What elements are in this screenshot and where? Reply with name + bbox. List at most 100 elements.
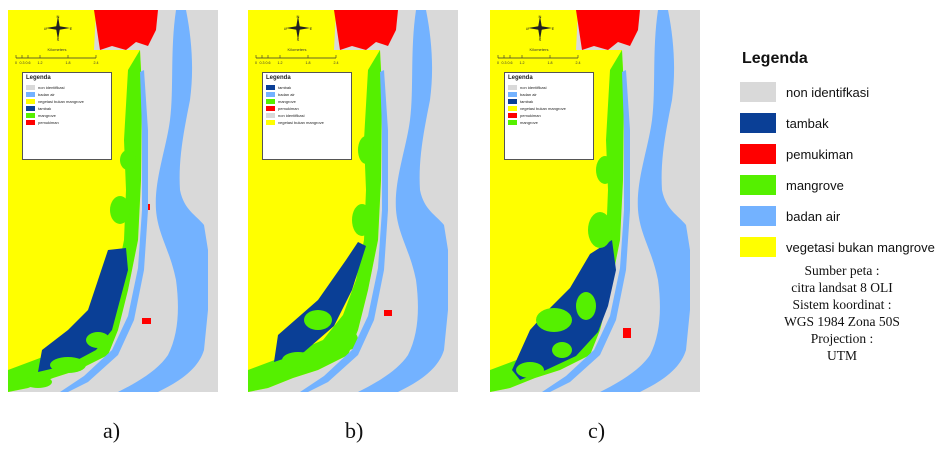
inset-legend: Legenda tambak badan air mangrove pemukiman n…	[262, 72, 352, 160]
mangrove-patch	[596, 156, 614, 184]
mangrove-coastal-strip	[248, 50, 382, 392]
mangrove-patch	[120, 150, 136, 170]
scale-bar-graphic: Kilometers 0 0.3 0.6 1.2 1.8 2.4	[15, 47, 99, 65]
settlement-area	[334, 10, 398, 50]
compass-letter: N	[57, 14, 60, 19]
caption-a: a)	[103, 418, 121, 443]
inset-legend-swatch	[508, 113, 517, 118]
inset-legend-item: pemukiman	[508, 112, 593, 119]
scale-bar: Kilometers 0 0.3 0.6 1.2 1.8 2.4	[252, 46, 342, 68]
settlement-area	[94, 10, 158, 50]
inset-legend-item: tambak	[508, 98, 593, 105]
legend-label: tambak	[786, 115, 829, 131]
scale-tick-label: 0	[497, 61, 499, 65]
legend-label: vegetasi bukan mangrove	[786, 239, 935, 255]
inset-legend-item: non identifikasi	[266, 112, 351, 119]
legend-swatch	[740, 237, 776, 257]
water-body	[600, 10, 690, 392]
compass-needle	[46, 26, 70, 30]
source-line: UTM	[827, 348, 857, 363]
source-line: citra landsat 8 OLI	[791, 280, 893, 295]
inset-legend-item: badan air	[26, 91, 111, 98]
source-line: Sumber peta :	[804, 263, 880, 278]
legend-title: Legenda	[742, 50, 808, 67]
compass-letter: N	[297, 14, 300, 19]
mangrove-patch	[536, 308, 572, 332]
inset-legend-item: vegetasi bukan mangrove	[508, 105, 593, 112]
inset-legend-swatch	[26, 99, 35, 104]
mangrove-patch	[304, 310, 332, 330]
fishpond-area	[512, 240, 616, 380]
mangrove-patch	[110, 196, 130, 224]
mangrove-patch	[352, 204, 372, 236]
inset-legend-label: non identifikasi	[278, 113, 305, 118]
inset-legend-item: badan air	[266, 91, 351, 98]
compass-letter: N	[539, 14, 542, 19]
caption-c: c)	[588, 418, 606, 443]
inset-legend-item: mangrove	[508, 119, 593, 126]
legend-label: non identifkasi	[786, 84, 870, 100]
inset-legend-swatch	[26, 85, 35, 90]
mangrove-patch	[576, 292, 596, 320]
main-legend: Legenda non identifkasi tambak pemukiman…	[740, 50, 950, 264]
inset-legend-label: badan air	[520, 92, 537, 97]
compass-letter: S	[539, 37, 542, 42]
inset-legend-item: tambak	[266, 84, 351, 91]
mangrove-patch	[358, 136, 374, 164]
inset-legend-label: mangrove	[38, 113, 56, 118]
inset-legend-label: non identifikasi	[38, 85, 65, 90]
mangrove-patch	[86, 332, 110, 348]
compass-letter: S	[57, 37, 60, 42]
legend-item: tambak	[740, 109, 950, 137]
inset-legend-swatch	[508, 99, 517, 104]
legend-item: badan air	[740, 202, 950, 230]
inset-legend-swatch	[266, 113, 275, 118]
inset-legend-label: tambak	[38, 106, 52, 111]
inset-legend-swatch	[26, 113, 35, 118]
inset-legend-item: vegetasi bukan mangrove	[26, 98, 111, 105]
scale-unit-label: Kilometers	[288, 47, 307, 52]
mangrove-patch	[282, 352, 314, 368]
scale-tick-label: 1.8	[66, 61, 71, 65]
inset-legend-swatch	[266, 99, 275, 104]
compass-icon: N S E W	[284, 14, 312, 42]
mangrove-patch	[552, 342, 572, 358]
inset-legend-swatch	[266, 120, 275, 125]
scale-bar: Kilometers 0 0.3 0.6 1.2 1.8 2.4	[12, 46, 102, 68]
compass-icon: N S E W	[44, 14, 72, 42]
compass-letter: W	[526, 26, 529, 31]
compass-letter: W	[44, 26, 47, 31]
inset-legend-label: tambak	[278, 85, 292, 90]
scale-tick-label: 0.6	[26, 61, 31, 65]
inset-legend-item: non identifikasi	[508, 84, 593, 91]
legend-swatch	[740, 175, 776, 195]
scale-tick-label: 1.2	[278, 61, 283, 65]
inset-legend-swatch	[508, 85, 517, 90]
inset-legend-label: pemukiman	[278, 106, 299, 111]
inset-legend-swatch	[26, 120, 35, 125]
inset-legend-item: badan air	[508, 91, 593, 98]
legend-item: non identifkasi	[740, 78, 950, 106]
mangrove-patch	[516, 362, 544, 378]
inset-legend-title: Legenda	[26, 75, 51, 81]
inset-legend-item: tambak	[26, 105, 111, 112]
water-body	[358, 10, 448, 392]
legend-swatch	[740, 206, 776, 226]
caption-b: b)	[345, 418, 364, 443]
legend-label: badan air	[786, 208, 841, 224]
compass-letter: E	[552, 26, 554, 31]
fishpond-area	[274, 242, 366, 362]
inset-legend: Legenda non identifikasi badan air tambak ve…	[504, 72, 594, 160]
inset-legend-swatch	[508, 120, 517, 125]
inset-legend-swatch	[266, 106, 275, 111]
compass-letter: E	[70, 26, 72, 31]
inset-legend-item: mangrove	[26, 112, 111, 119]
mangrove-patch	[588, 212, 612, 248]
inset-legend-swatch	[508, 106, 517, 111]
inset-legend-label: pemukiman	[38, 120, 59, 125]
scale-tick-label: 0.6	[508, 61, 513, 65]
scale-bar-graphic: Kilometers 0 0.3 0.6 1.2 1.8 2.4	[497, 47, 581, 65]
scale-tick-label: 1.8	[548, 61, 553, 65]
legend-swatch	[740, 113, 776, 133]
inset-legend-label: mangrove	[520, 120, 538, 125]
